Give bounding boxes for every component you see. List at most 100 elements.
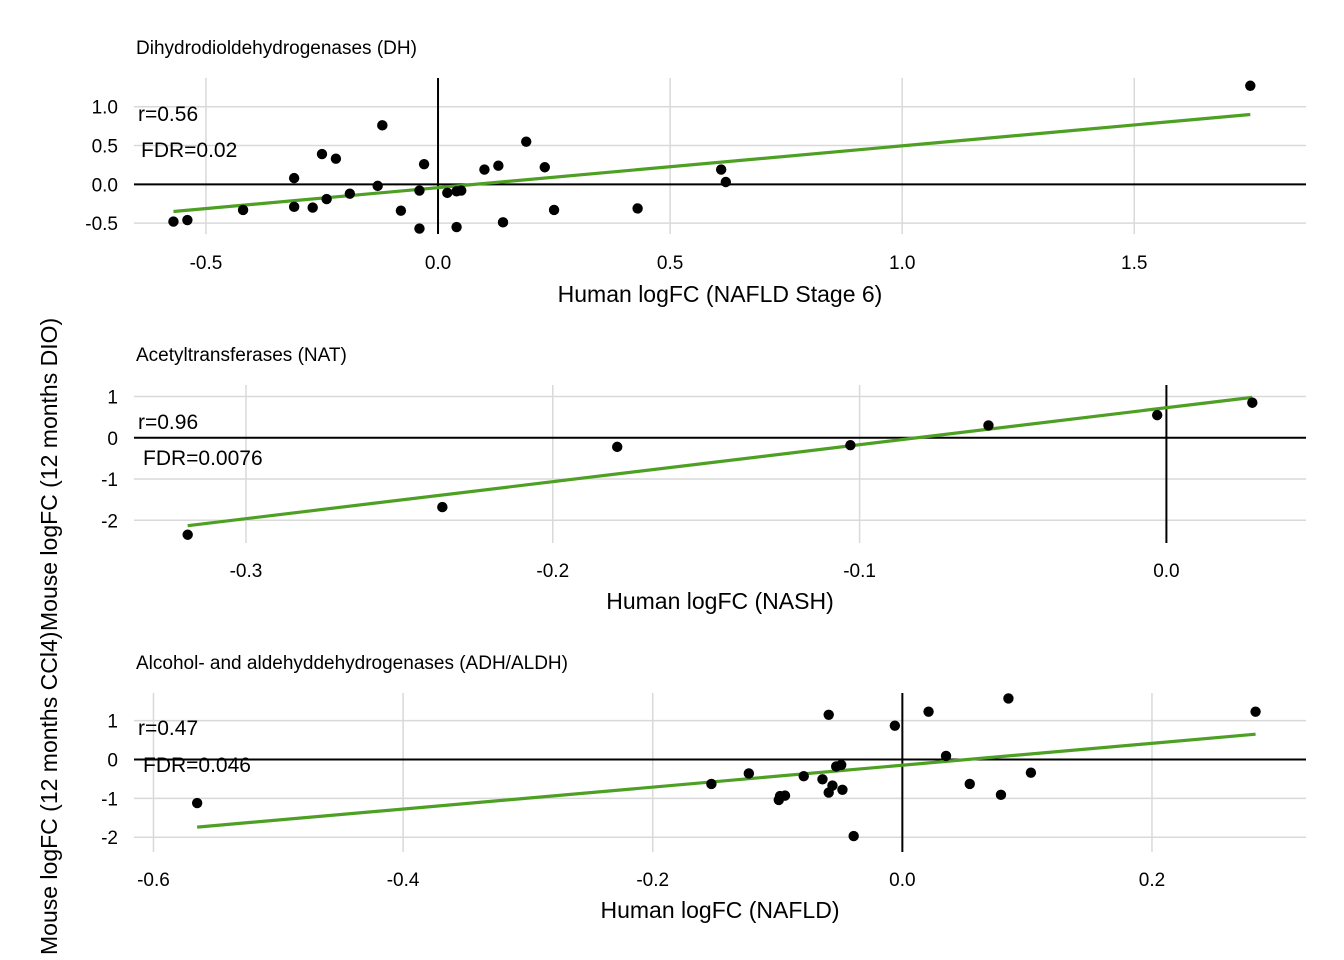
data-point [827,780,838,791]
fdr-label: FDR=0.02 [141,139,237,162]
data-point [372,180,383,192]
data-point [1003,693,1014,704]
data-point [923,706,934,717]
data-point [521,136,532,147]
data-point [377,120,388,131]
x-tick-label: -0.3 [230,561,263,582]
data-point [743,768,755,779]
y-tick-label: 0 [107,750,118,771]
data-point [168,216,179,227]
correlation-label: r=0.47 [138,717,198,740]
data-point [548,204,560,216]
data-point [983,420,994,431]
x-tick-label: -0.4 [387,870,420,891]
y-tick-label: -1 [101,789,118,810]
data-point [706,778,717,790]
fdr-label: FDR=0.0076 [143,447,263,470]
data-point [493,160,504,171]
data-point [720,176,732,188]
regression-line [197,732,1256,829]
y-axis-label: Mouse logFC (12 months CCl4) [36,632,62,955]
y-tick-label: 1 [107,712,118,733]
panel-title: Alcohol- and aldehyddehydrogenases (ADH/… [136,653,568,674]
x-tick-label: 0.5 [657,253,683,274]
data-point [344,188,356,199]
data-point [632,203,643,214]
x-tick-label: 0.2 [1139,870,1165,891]
data-point [191,797,203,809]
x-axis-label: Human logFC (NAFLD Stage 6) [558,281,883,307]
data-point [395,205,407,216]
data-point [612,441,623,453]
data-point [418,158,430,170]
data-point [182,529,193,540]
data-point [321,193,332,205]
data-point [798,770,809,782]
y-tick-label: -0.5 [85,214,118,235]
panel-adh-aldh: -0.6 -0.4 -0.2 0.0 0.2 -2 -1 0 1 Alcohol- and ald… [101,653,1306,923]
data-point [414,185,425,196]
data-point [779,790,791,801]
data-point [1025,767,1037,778]
x-axis-label: Human logFC (NASH) [606,588,834,614]
x-tick-label: -0.5 [190,253,223,274]
y-axis-label-overlap: Mouse logFC (12 months DIO) [36,318,62,631]
data-point [845,440,856,451]
panel-nat: -0.3 -0.2 -0.1 0.0 -2 -1 0 1 Acetyltransferases … [101,345,1306,614]
data-point [479,164,490,175]
data-point [316,148,328,160]
y-tick-label: -2 [101,511,118,532]
panel-dh: -0.5 0.0 0.5 1.0 1.5 -0.5 0.0 0.5 1.0 Dihydrodiol… [85,38,1306,307]
data-point [823,709,834,720]
data-point [539,162,550,173]
x-tick-label: 0.0 [425,253,451,274]
x-tick-label: 0.0 [1153,561,1179,582]
data-point [497,217,509,228]
data-point [456,185,467,196]
correlation-label: r=0.96 [138,411,198,434]
data-point [414,223,425,234]
data-point [848,830,859,842]
panel-title: Acetyltransferases (NAT) [136,345,347,366]
x-tick-label: 1.5 [1121,253,1147,274]
data-point [442,187,453,199]
data-point [288,201,300,213]
data-point [817,774,828,785]
y-tick-label: 0.5 [92,137,118,158]
data-point [1247,397,1258,408]
y-tick-label: 0 [107,429,118,450]
data-point [288,172,300,184]
x-tick-label: -0.2 [536,561,569,582]
data-point [1250,706,1261,717]
data-point [715,164,727,175]
x-tick-label: 0.0 [889,870,915,891]
y-tick-label: -1 [101,470,118,491]
data-point [940,750,952,762]
correlation-label: r=0.56 [138,103,198,126]
y-tick-label: -2 [101,828,118,849]
data-point [995,789,1007,801]
data-point [330,153,342,164]
regression-line [187,395,1253,528]
x-axis-label: Human logFC (NAFLD) [601,897,840,923]
data-point [451,221,462,233]
data-point [307,202,318,213]
data-point [437,501,448,513]
x-tick-label: -0.1 [843,561,876,582]
data-point [837,784,848,795]
data-point [835,759,847,771]
data-point [237,204,249,216]
x-tick-label: -0.6 [137,870,170,891]
x-tick-label: -0.2 [636,870,669,891]
y-tick-label: 0.0 [92,175,118,196]
data-point [1245,80,1256,91]
data-point [889,720,901,731]
y-tick-label: 1 [107,388,118,409]
x-tick-label: 1.0 [889,253,915,274]
data-point [1151,409,1163,421]
y-tick-label: 1.0 [92,98,118,119]
data-point [182,214,193,226]
data-point [964,778,975,790]
fdr-label: FDR=0.046 [143,754,251,777]
